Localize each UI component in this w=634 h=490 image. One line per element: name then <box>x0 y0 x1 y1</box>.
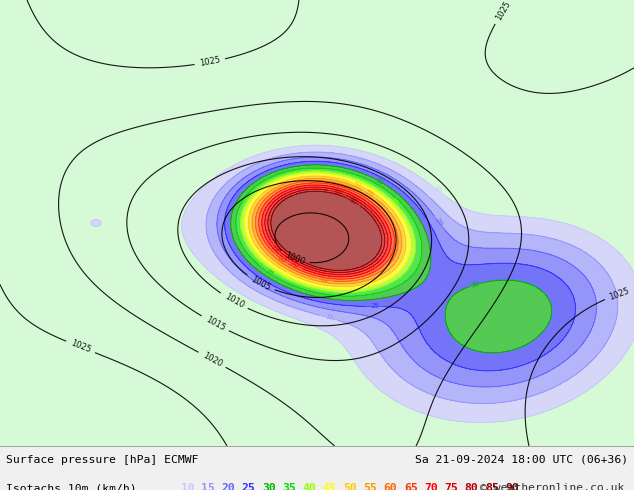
Text: 1010: 1010 <box>223 292 245 310</box>
Text: Sa 21-09-2024 18:00 UTC (06+36): Sa 21-09-2024 18:00 UTC (06+36) <box>415 455 628 465</box>
Text: 40: 40 <box>389 196 399 207</box>
Text: 1015: 1015 <box>204 315 226 333</box>
Text: 60: 60 <box>320 276 330 284</box>
Text: Surface pressure [hPa] ECMWF: Surface pressure [hPa] ECMWF <box>6 455 199 465</box>
Text: 25: 25 <box>371 303 380 310</box>
Text: 65: 65 <box>404 483 418 490</box>
Text: 85: 85 <box>485 483 499 490</box>
Text: © weatheronline.co.uk: © weatheronline.co.uk <box>480 483 624 490</box>
Text: 80: 80 <box>465 483 479 490</box>
Text: 10: 10 <box>431 184 442 195</box>
Text: 1025: 1025 <box>608 286 631 301</box>
Text: 50: 50 <box>353 180 363 190</box>
Text: 1025: 1025 <box>199 56 221 69</box>
Text: 1005: 1005 <box>249 274 272 292</box>
Text: 1020: 1020 <box>201 351 223 369</box>
Text: 1025: 1025 <box>494 0 512 22</box>
Text: 40: 40 <box>302 483 316 490</box>
Text: 20: 20 <box>434 217 444 227</box>
Text: 90: 90 <box>505 483 519 490</box>
Text: 60: 60 <box>384 483 398 490</box>
Text: 45: 45 <box>281 270 292 280</box>
Text: 15: 15 <box>323 314 333 322</box>
Text: 85: 85 <box>348 196 358 206</box>
Text: 25: 25 <box>242 483 256 490</box>
Text: 75: 75 <box>444 483 458 490</box>
Text: Isotachs 10m (km/h): Isotachs 10m (km/h) <box>6 483 137 490</box>
Text: 35: 35 <box>282 483 296 490</box>
Text: 1025: 1025 <box>69 339 92 355</box>
Text: 15: 15 <box>201 483 215 490</box>
Text: 20: 20 <box>221 483 235 490</box>
Text: 35: 35 <box>264 268 274 278</box>
Text: 1000: 1000 <box>283 251 306 267</box>
Text: 70: 70 <box>289 260 300 270</box>
Text: 45: 45 <box>323 483 337 490</box>
Text: 30: 30 <box>470 281 480 289</box>
Text: 65: 65 <box>276 254 287 265</box>
Text: 55: 55 <box>364 189 374 199</box>
Text: 30: 30 <box>374 176 385 186</box>
Text: 80: 80 <box>332 188 342 196</box>
Text: 30: 30 <box>262 483 276 490</box>
Text: 75: 75 <box>271 242 281 253</box>
Text: 50: 50 <box>343 483 357 490</box>
Text: 55: 55 <box>363 483 377 490</box>
Text: 70: 70 <box>424 483 438 490</box>
Text: 10: 10 <box>181 483 195 490</box>
